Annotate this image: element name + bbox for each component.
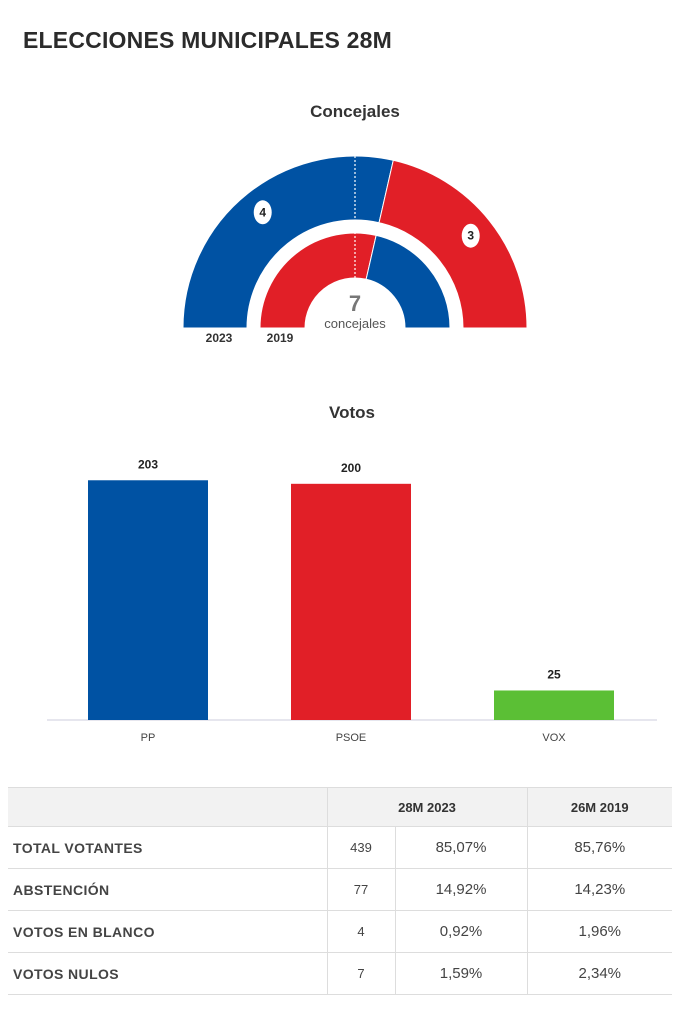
ring-label-2023: 2023 <box>206 331 233 345</box>
table-row: VOTOS EN BLANCO 4 0,92% 1,96% <box>8 910 673 953</box>
hemicycle-slice-2023-psoe <box>378 159 528 329</box>
table-header-2023: 28M 2023 <box>326 787 528 827</box>
table-row: TOTAL VOTANTES 439 85,07% 85,76% <box>8 826 673 869</box>
bar-value-label-vox: 25 <box>547 667 561 681</box>
row-pct-2023: 1,59% <box>395 952 528 995</box>
bar-category-label-pp: PP <box>141 732 156 744</box>
concejales-chart-title: Concejales <box>310 102 400 121</box>
page-title: ELECCIONES MUNICIPALES 28M <box>23 27 392 53</box>
hemicycle-slice-2023-pp <box>182 155 394 329</box>
bar-psoe <box>291 483 411 720</box>
row-pct-2023: 0,92% <box>395 910 528 953</box>
hemicycle-slice-2019-psoe <box>259 232 377 329</box>
row-label: VOTOS EN BLANCO <box>8 910 327 953</box>
hemicycle-rings <box>182 155 528 329</box>
bar-value-label-pp: 203 <box>138 457 158 471</box>
bar-value-label-psoe: 200 <box>341 461 361 475</box>
row-count: 7 <box>326 952 396 995</box>
row-pct-2019: 2,34% <box>526 952 673 995</box>
table-header-row: 28M 2023 26M 2019 <box>8 787 673 827</box>
ring-label-2019: 2019 <box>267 331 294 345</box>
row-count: 439 <box>326 826 396 869</box>
row-label: ABSTENCIÓN <box>8 868 327 911</box>
row-count: 4 <box>326 910 396 953</box>
total-seats-number: 7 <box>349 291 361 316</box>
results-table: 28M 2023 26M 2019 TOTAL VOTANTES 439 85,… <box>8 787 673 995</box>
row-label: TOTAL VOTANTES <box>8 826 327 869</box>
row-label: VOTOS NULOS <box>8 952 327 995</box>
bars: 203 PP 200 PSOE 25 VOX <box>88 457 614 744</box>
votos-chart: Votos 203 PP 200 PSOE 25 VOX <box>47 403 657 744</box>
bar-category-label-vox: VOX <box>542 732 566 744</box>
seat-bubble-psoe <box>461 223 480 248</box>
table-row: ABSTENCIÓN 77 14,92% 14,23% <box>8 868 673 911</box>
bar-category-label-psoe: PSOE <box>336 732 367 744</box>
hemicycle-center <box>306 279 404 328</box>
total-seats-label: concejales <box>324 316 386 331</box>
table-row: VOTOS NULOS 7 1,59% 2,34% <box>8 952 673 995</box>
hemicycle-slice-2019-pp <box>365 234 451 329</box>
row-pct-2019: 85,76% <box>526 826 673 869</box>
concejales-chart: Concejales 43 7 concejales 2023 2019 <box>182 102 528 345</box>
bar-vox <box>494 690 614 720</box>
bar-pp <box>88 480 208 720</box>
seat-bubble-pp <box>253 200 272 225</box>
table-header-label <box>8 787 327 827</box>
row-count: 77 <box>326 868 396 911</box>
row-pct-2019: 14,23% <box>526 868 673 911</box>
seat-count-psoe: 3 <box>467 229 474 243</box>
row-pct-2019: 1,96% <box>526 910 673 953</box>
votos-chart-title: Votos <box>329 403 375 422</box>
row-pct-2023: 85,07% <box>395 826 528 869</box>
table-header-2019: 26M 2019 <box>526 787 673 827</box>
seat-bubbles: 43 <box>253 200 480 248</box>
row-pct-2023: 14,92% <box>395 868 528 911</box>
seat-count-pp: 4 <box>259 205 266 219</box>
